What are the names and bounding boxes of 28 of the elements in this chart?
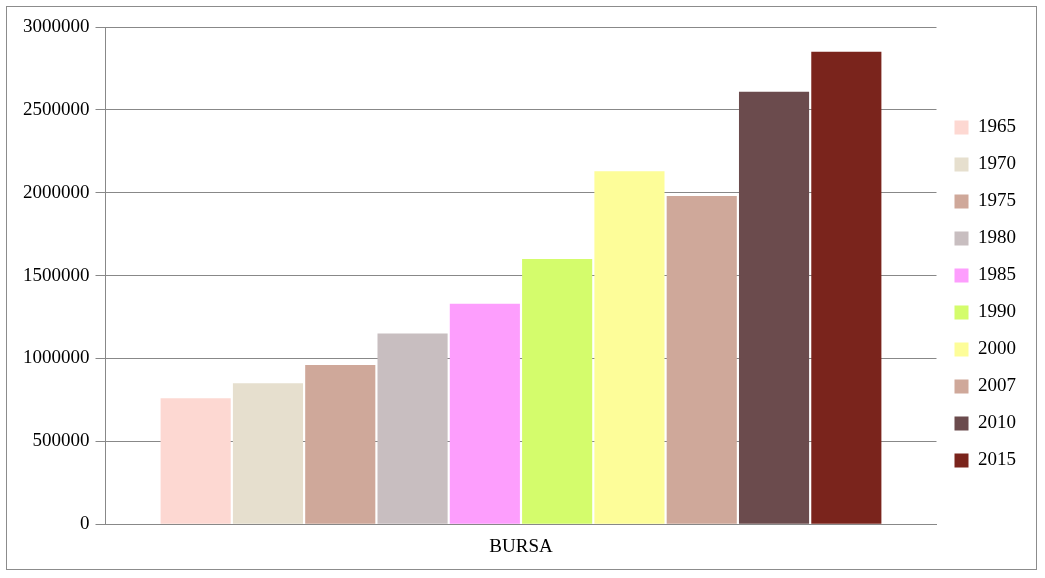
x-tick-label: BURSA (489, 534, 553, 556)
legend-label: 2000 (978, 337, 1016, 359)
bar (594, 171, 665, 524)
y-tick-label: 3000000 (23, 14, 90, 36)
bar (449, 303, 520, 524)
bar (522, 259, 593, 524)
y-tick-label: 0 (80, 512, 90, 534)
y-tick-label: 500000 (32, 429, 90, 451)
legend-label: 1970 (978, 152, 1016, 174)
bar (377, 333, 448, 524)
bar (160, 398, 231, 524)
bar (305, 365, 376, 524)
y-tick-label: 2000000 (23, 180, 90, 202)
legend-label: 2010 (978, 411, 1016, 433)
bar (811, 51, 882, 524)
legend-label: 1990 (978, 300, 1016, 322)
legend-label: 1985 (978, 263, 1016, 285)
y-tick-label: 2500000 (23, 97, 90, 119)
legend-label: 1965 (978, 115, 1016, 137)
legend-label: 1975 (978, 189, 1016, 211)
y-tick-label: 1000000 (23, 346, 90, 368)
legend-label: 2015 (978, 448, 1016, 470)
legend-label: 1980 (978, 226, 1016, 248)
bar (738, 91, 810, 524)
y-tick-label: 1500000 (23, 263, 90, 285)
bar (232, 383, 304, 524)
bar (666, 196, 737, 524)
legend-label: 2007 (978, 374, 1016, 396)
